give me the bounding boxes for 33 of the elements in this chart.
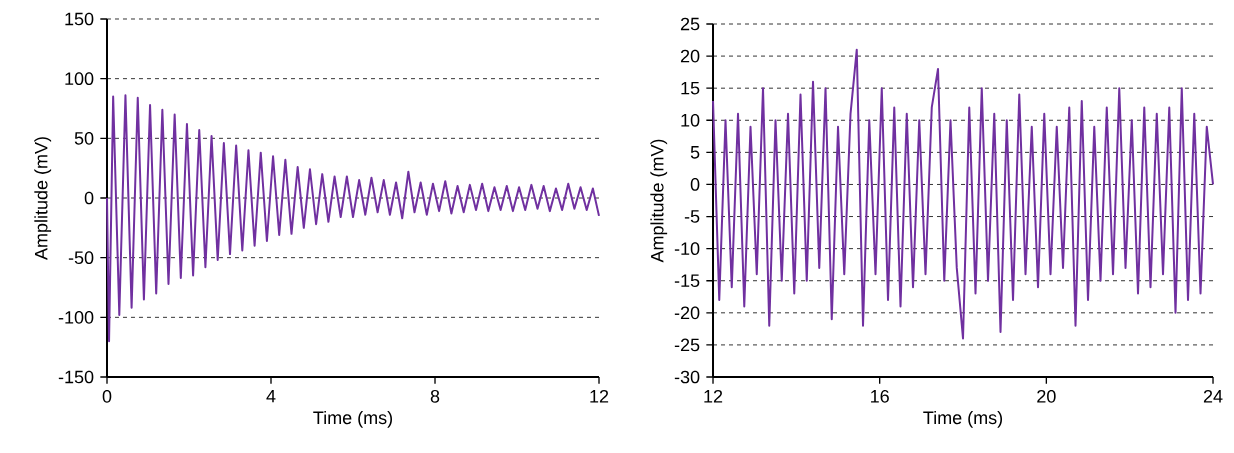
y-tick-label: -15 [674, 274, 700, 287]
y-tick-label: 100 [65, 72, 94, 86]
x-tick-label: 24 [1203, 389, 1223, 403]
y-tick-label: -30 [674, 370, 700, 384]
x-axis-title: Time (ms) [923, 410, 1003, 428]
x-tick-label: 16 [871, 389, 889, 403]
y-tick-label: -100 [58, 310, 94, 324]
y-tick-label: 25 [680, 17, 700, 31]
y-tick-label: 150 [65, 12, 94, 26]
y-tick-label: 20 [680, 49, 700, 63]
x-tick-label: 0 [102, 389, 112, 403]
y-tick-label: -25 [674, 338, 700, 352]
y-axis-title: Amplitude (mV) [650, 139, 668, 263]
x-tick-label: 8 [430, 389, 440, 403]
y-tick-label: 15 [681, 81, 700, 95]
x-tick-label: 12 [704, 389, 723, 403]
y-axis-title: Amplitude (mV) [34, 137, 52, 260]
line-series [712, 48, 1215, 340]
x-axis-title: Time (ms) [313, 410, 393, 428]
y-tick-label: 0 [84, 191, 94, 205]
y-tick-label: -10 [674, 242, 700, 255]
x-tick-label: 4 [266, 389, 276, 403]
y-tick-label: 50 [74, 131, 94, 145]
y-tick-label: 0 [690, 178, 700, 191]
line-series [106, 94, 601, 343]
x-tick-label: 12 [590, 389, 609, 403]
x-tick-label: 20 [1037, 389, 1056, 403]
y-tick-label: -50 [68, 251, 94, 265]
y-tick-label: 10 [681, 113, 700, 127]
y-tick-label: -20 [674, 306, 700, 320]
y-tick-label: -150 [58, 370, 94, 384]
y-tick-label: -5 [684, 210, 700, 223]
y-tick-label: 5 [690, 146, 700, 159]
